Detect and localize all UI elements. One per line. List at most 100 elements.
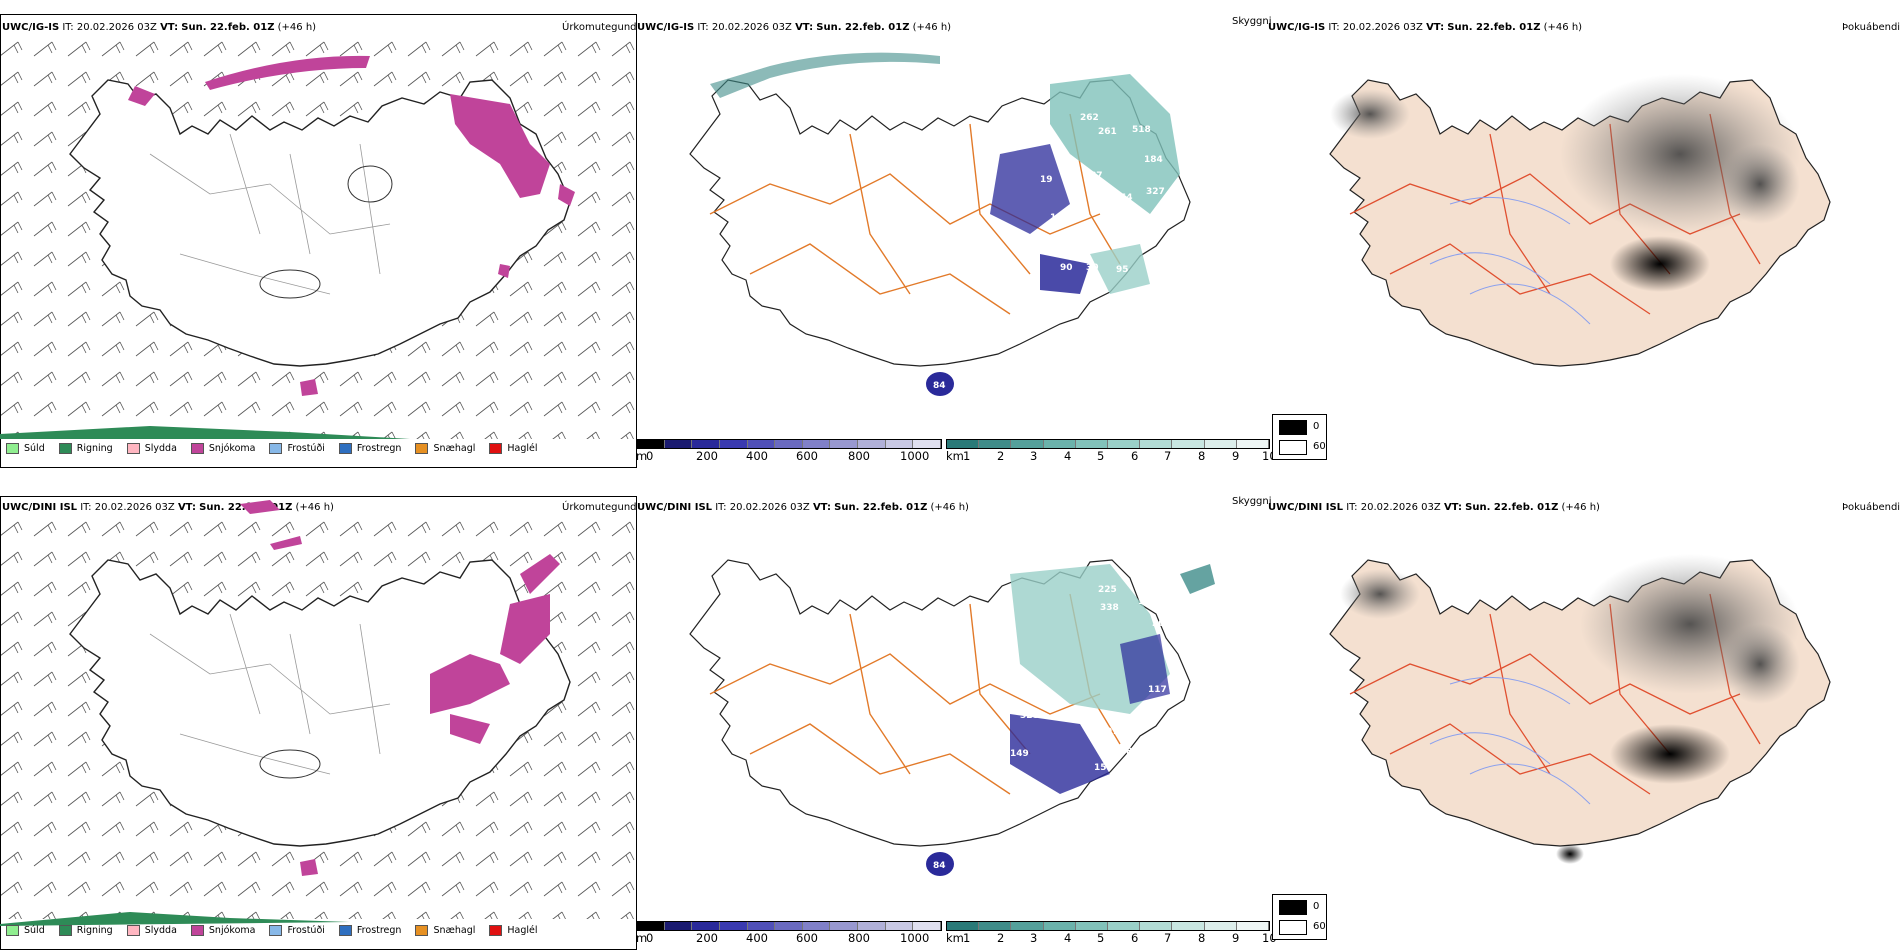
colorbar-segment — [1108, 440, 1141, 448]
colorbar-tick: 0 — [646, 931, 654, 945]
legend-item: Frostregn — [338, 443, 401, 454]
panel-title: UWC/IG-IS IT: 20.02.2026 03Z VT: Sun. 22… — [637, 22, 952, 33]
colorbar-segment — [830, 440, 859, 448]
cloud-base-colorbar — [636, 439, 942, 449]
colorbar-segment — [775, 440, 803, 448]
visibility-label: 207 — [1152, 619, 1171, 629]
visibility-label: 338 — [1100, 603, 1119, 613]
fog-legend-swatch — [1279, 900, 1307, 915]
colorbar-segment — [1172, 440, 1205, 448]
colorbar-segment — [802, 440, 831, 448]
colorbar-segment — [913, 922, 941, 930]
legend-item: Slydda — [126, 443, 177, 454]
colorbar-segment — [775, 922, 803, 930]
legend-swatch — [190, 443, 204, 454]
legend-swatch — [415, 925, 429, 936]
colorbar-segment — [1204, 922, 1237, 930]
visibility-label: 45 — [1030, 237, 1043, 247]
colorbar-segment — [664, 922, 693, 930]
colorbar-segment — [1075, 922, 1108, 930]
colorbar-tick: 200 — [696, 449, 718, 463]
legend-item: Súld — [6, 925, 45, 936]
fog-legend-swatch — [1279, 920, 1307, 935]
colorbar-segment — [692, 440, 720, 448]
visibility-label: 61 — [1062, 817, 1075, 827]
fog-map-bottom — [1329, 554, 1831, 864]
colorbar-segment — [692, 922, 720, 930]
colorbar-tick: 8 — [1198, 449, 1206, 463]
visibility-label: 84 — [933, 381, 946, 391]
colorbar-segment — [1043, 922, 1076, 930]
legend-item: Snjókoma — [190, 443, 255, 454]
colorbar-tick: 1000 — [900, 931, 930, 945]
legend-swatch — [58, 443, 72, 454]
legend-swatch — [126, 443, 140, 454]
legend-swatch — [269, 443, 283, 454]
precip-legend-top: Súld Rigning Slydda Snjókoma Frostúði Fr… — [6, 443, 552, 454]
visibility-label: 328 — [1020, 711, 1039, 721]
colorbar-tick: 800 — [848, 449, 870, 463]
colorbar-tick: 7 — [1164, 449, 1172, 463]
visibility-label: 90 — [1060, 263, 1073, 273]
colorbar-segment — [1011, 440, 1044, 448]
colorbar-segment — [1172, 922, 1205, 930]
colorbar-tick: 9 — [1232, 931, 1240, 945]
visibility-colorbar — [946, 921, 1270, 931]
legend-item: Súld — [6, 443, 45, 454]
precip-legend-bottom: Súld Rigning Slydda Snjókoma Frostúði Fr… — [6, 925, 552, 936]
visibility-label: 518 — [1132, 125, 1151, 135]
colorbar-tick: 800 — [848, 931, 870, 945]
colorbar-segment — [1204, 440, 1237, 448]
panel-type-label: Þokuábendi — [1842, 22, 1900, 33]
legend-swatch — [338, 925, 352, 936]
legend-item: Rigning — [58, 925, 113, 936]
panel-type-label: Skyggni — [1232, 496, 1272, 507]
legend-item: Snjókoma — [190, 925, 255, 936]
fog-legend-swatch — [1279, 440, 1307, 455]
visibility-label: 87 — [1090, 171, 1103, 181]
legend-swatch — [190, 925, 204, 936]
visibility-label: 95 — [1116, 265, 1129, 275]
colorbar-tick: 6 — [1131, 449, 1139, 463]
colorbar-segment — [885, 922, 914, 930]
colorbar-tick: 5 — [1097, 931, 1105, 945]
cloud-base-colorbar — [636, 921, 942, 931]
colorbar-tick: 7 — [1164, 931, 1172, 945]
legend-item: Snæhagl — [415, 925, 475, 936]
legend-item: Rigning — [58, 443, 113, 454]
visibility-label: 184 — [1144, 155, 1163, 165]
colorbar-tick: 600 — [796, 931, 818, 945]
fog-map-top — [1329, 74, 1831, 367]
visibility-label: 262 — [1080, 113, 1099, 123]
colorbar-segment — [747, 922, 776, 930]
visibility-map-bottom: 128 207 338 225 18 328 111 149 117 97 80… — [689, 559, 1215, 876]
colorbar-segment — [637, 440, 665, 448]
colorbar-tick: 200 — [696, 931, 718, 945]
colorbar-tick: 1000 — [900, 449, 930, 463]
colorbar-tick: 3 — [1030, 931, 1038, 945]
colorbar-segment — [913, 440, 941, 448]
fog-legend-label: 0 — [1313, 421, 1320, 432]
colorbar-tick: 400 — [746, 449, 768, 463]
visibility-label: 54 — [1120, 193, 1133, 203]
colorbar-tick: 4 — [1064, 449, 1072, 463]
visibility-label: 117 — [1148, 685, 1167, 695]
legend-swatch — [415, 443, 429, 454]
fog-legend-label: 60 — [1313, 921, 1326, 932]
fog-legend-bottom: 0 60 — [1272, 894, 1327, 940]
panel-type-label: Úrkomutegund — [562, 502, 637, 513]
panel-type-label: Þokuábendi — [1842, 502, 1900, 513]
colorbar-segment — [802, 922, 831, 930]
fog-legend-label: 60 — [1313, 441, 1326, 452]
visibility-label: 30 — [1086, 263, 1099, 273]
legend-item: Haglél — [489, 443, 538, 454]
panel-title: UWC/IG-IS IT: 20.02.2026 03Z VT: Sun. 22… — [2, 22, 317, 33]
panel-title: UWC/DINI ISL IT: 20.02.2026 03Z VT: Sun.… — [1268, 502, 1600, 513]
colorbar-segment — [1011, 922, 1044, 930]
visibility-label: 261 — [1098, 127, 1117, 137]
legend-item: Frostúði — [269, 443, 325, 454]
colorbar-unit: m — [636, 449, 648, 463]
visibility-label: 18 — [1040, 693, 1053, 703]
fog-legend-label: 0 — [1313, 901, 1320, 912]
colorbar-segment — [1236, 440, 1269, 448]
